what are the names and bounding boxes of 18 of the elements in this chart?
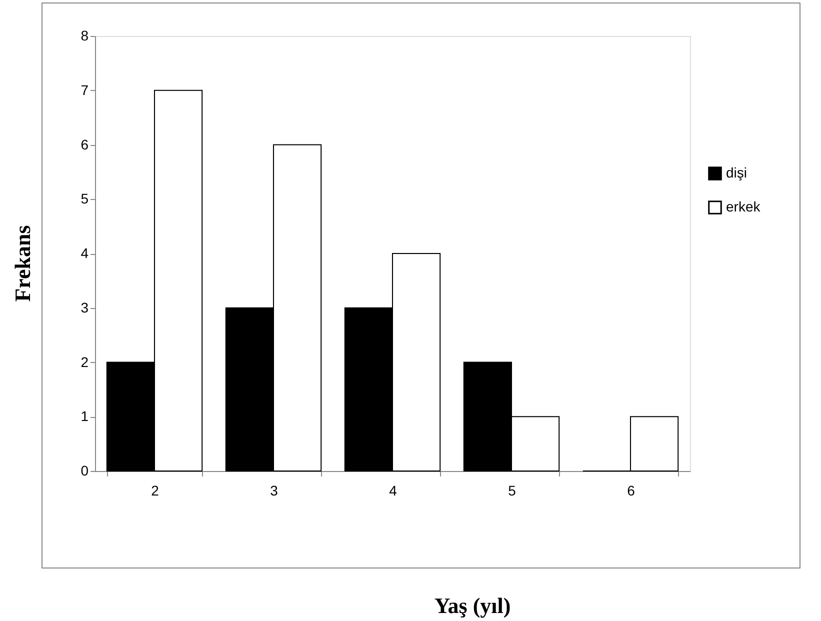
y-tick-label: 2 [80, 354, 89, 370]
x-tick-label: 6 [627, 482, 636, 498]
x-axis-title: Yaş (yıl) [434, 593, 511, 618]
x-tick-label: 4 [389, 482, 398, 498]
y-tick-label: 8 [80, 28, 89, 44]
y-tick-label: 4 [80, 245, 89, 261]
x-tick-label: 5 [508, 482, 516, 498]
y-tick-label: 3 [80, 299, 89, 316]
y-tick-label: 1 [80, 408, 89, 424]
y-tick-label: 5 [80, 190, 89, 207]
y-tick-label: 6 [80, 136, 89, 152]
legend-label: dişi [726, 164, 748, 180]
x-tick-label: 2 [151, 482, 160, 498]
y-tick-label: 7 [80, 82, 89, 98]
y-axis-title: Frekans [10, 224, 35, 302]
y-tick-label: 0 [80, 462, 89, 478]
x-tick-label: 3 [270, 482, 278, 498]
legend-label: erkek [726, 198, 762, 214]
